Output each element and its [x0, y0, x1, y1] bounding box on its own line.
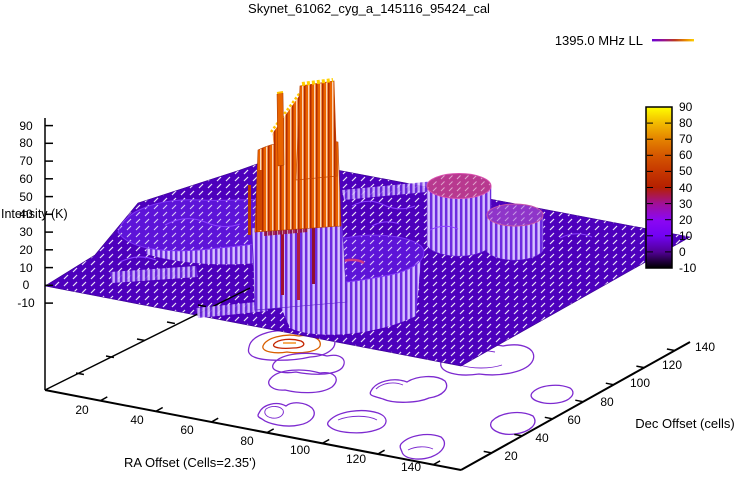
z-tick-label: 40 [19, 207, 33, 222]
y-tick-label: 40 [535, 431, 549, 445]
right-tower [426, 173, 492, 257]
x-tick-label: 80 [240, 434, 254, 448]
contour-blob [272, 352, 345, 375]
contour-crescent [490, 411, 536, 435]
rear-base-edge [44, 287, 251, 391]
contour-crescent-inner [407, 446, 434, 451]
contour-blob [530, 384, 574, 405]
cb-tick-label: 10 [679, 228, 693, 243]
cb-tick-label: 60 [679, 148, 693, 163]
y-tick-label: 80 [600, 395, 614, 409]
contour-peak-mid-orange [262, 334, 321, 354]
cb-tick-label: -10 [679, 261, 697, 275]
z-tick-label: 50 [19, 189, 33, 204]
surface-ripple-bands [110, 180, 447, 318]
right-tower-top [426, 173, 492, 199]
legend-gradient-line [652, 39, 694, 42]
contour-blob [369, 375, 448, 403]
y-tick-label: 100 [629, 376, 651, 390]
contour-blob [268, 369, 337, 394]
cb-tick-label: 80 [679, 116, 693, 131]
colorbar-ticks [647, 106, 671, 269]
x-axis-ticks [100, 396, 441, 466]
x-tick-label: 100 [289, 443, 311, 457]
y-tick-label: 20 [504, 449, 518, 463]
z-tick-label: 0 [22, 278, 30, 293]
plot-title: Skynet_61062_cyg_a_145116_95424_cal [248, 1, 490, 16]
z-tick-label: 60 [19, 171, 33, 186]
y-axis-ticks [483, 348, 675, 454]
x-tick-label: 20 [75, 403, 89, 417]
right-mound-top [486, 203, 544, 227]
z-tick-label: 10 [19, 260, 33, 275]
contour-blob [326, 410, 387, 434]
x-tick-label: 140 [400, 460, 422, 474]
contour-peak-inner-red [272, 338, 305, 350]
z-axis-label: Intensity (K) [1, 207, 68, 221]
x-tick-label: 120 [345, 452, 367, 466]
right-mound [486, 203, 544, 261]
contour-blob-inner [375, 382, 404, 390]
cb-tick-label: 90 [679, 100, 693, 114]
x-axis-label: RA Offset (Cells=2.35') [124, 455, 256, 470]
peak-thin-spike [276, 92, 285, 167]
x-tick-label: 40 [130, 413, 144, 427]
peak-upper-column [295, 80, 338, 181]
z-tick-label: 90 [19, 118, 33, 133]
contour-blob [257, 402, 315, 427]
cb-tick-label: 30 [679, 196, 693, 211]
cb-tick-label: 50 [679, 164, 693, 179]
y-tick-label: 140 [694, 340, 716, 354]
z-tick-label: 80 [19, 136, 33, 151]
contour-blob-inner [337, 415, 378, 421]
z-tick-label: 20 [19, 242, 33, 257]
surface-squiggles [119, 200, 593, 263]
cb-tick-label: 0 [679, 244, 686, 259]
peak-yellow-cap [301, 78, 334, 86]
y-axis-label: Dec Offset (cells) [635, 416, 735, 431]
contour-blob-inner [264, 406, 284, 419]
right-mound-wall [486, 214, 544, 261]
cb-tick-label: 70 [679, 132, 693, 147]
z-tick-label: 70 [19, 154, 33, 169]
contour-crescent [399, 433, 445, 460]
legend-series-label: 1395.0 MHz LL [554, 33, 643, 48]
colorbar [645, 106, 673, 269]
x-tick-label: 60 [180, 423, 194, 437]
z-axis [44, 118, 53, 390]
cb-tick-label: 20 [679, 212, 693, 227]
z-tick-label: 30 [19, 225, 33, 240]
y-tick-label: 60 [567, 413, 581, 427]
z-tick-label: -10 [17, 296, 35, 311]
x-axis [44, 389, 462, 471]
main-peak [248, 78, 348, 311]
cb-tick-label: 40 [679, 180, 693, 195]
y-tick-label: 120 [661, 358, 683, 372]
y-axis [460, 341, 691, 471]
